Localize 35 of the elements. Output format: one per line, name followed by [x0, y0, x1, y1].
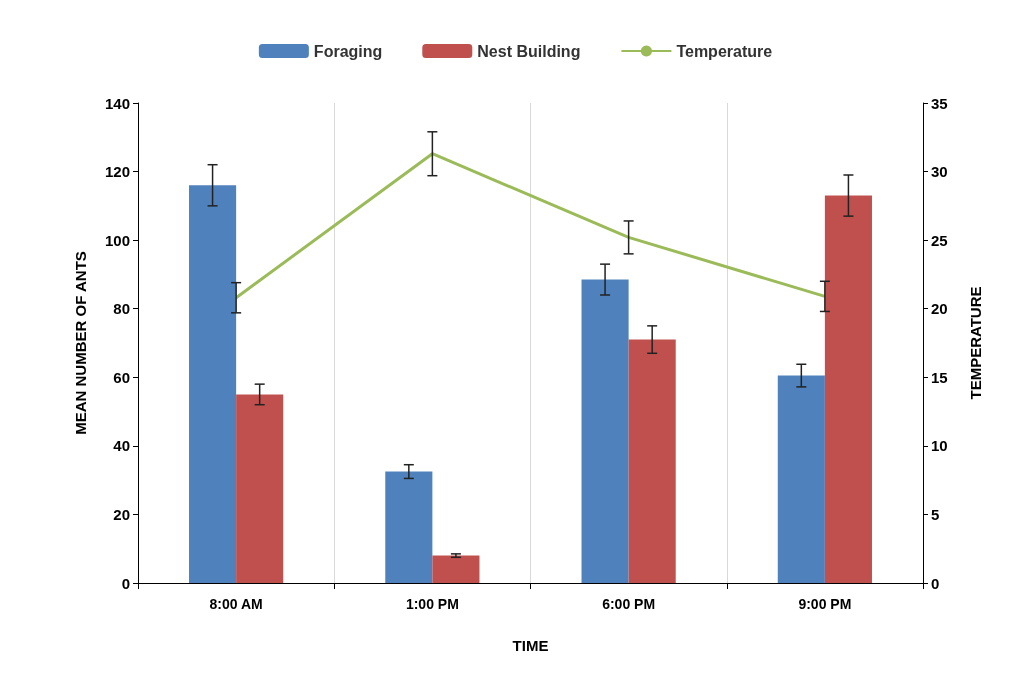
y2-axis-title: TEMPERATURE: [967, 286, 984, 400]
y2-tick-label: 20: [931, 300, 948, 318]
x-tick-label: 6:00 PM: [602, 596, 656, 612]
y-tick-label: 140: [104, 94, 130, 112]
legend-label: Temperature: [676, 42, 773, 60]
legend-label: Nest Building: [477, 42, 581, 60]
y2-tick-label: 0: [931, 574, 940, 592]
x-axis-title: TIME: [512, 637, 549, 654]
x-tick-label: 9:00 PM: [798, 596, 852, 612]
y2-tick-label: 10: [931, 437, 948, 455]
bar: [581, 279, 629, 583]
y-tick-label: 0: [121, 574, 130, 592]
y-axis-title: MEAN NUMBER OF ANTS: [72, 251, 89, 435]
bar: [777, 375, 825, 583]
y2-tick-label: 25: [931, 231, 948, 249]
bar: [385, 471, 433, 583]
x-tick-label: 1:00 PM: [405, 596, 459, 612]
y-tick-label: 40: [113, 437, 130, 455]
y2-tick-label: 15: [931, 368, 948, 386]
y-tick-label: 100: [104, 231, 130, 249]
y-tick-label: 60: [113, 368, 130, 386]
x-tick-label: 8:00 AM: [209, 596, 263, 612]
y2-tick-label: 5: [931, 505, 940, 523]
y-tick-label: 120: [104, 163, 130, 181]
bar: [432, 555, 480, 583]
y2-tick-label: 30: [931, 163, 948, 181]
y2-tick-label: 35: [931, 94, 948, 112]
bar: [189, 185, 237, 583]
bar: [824, 195, 872, 583]
legend-label: Foraging: [313, 42, 383, 60]
y-tick-label: 80: [113, 300, 130, 318]
bar: [236, 394, 284, 583]
line-series: [234, 152, 827, 300]
y-tick-label: 20: [113, 505, 130, 523]
bar: [628, 339, 676, 583]
